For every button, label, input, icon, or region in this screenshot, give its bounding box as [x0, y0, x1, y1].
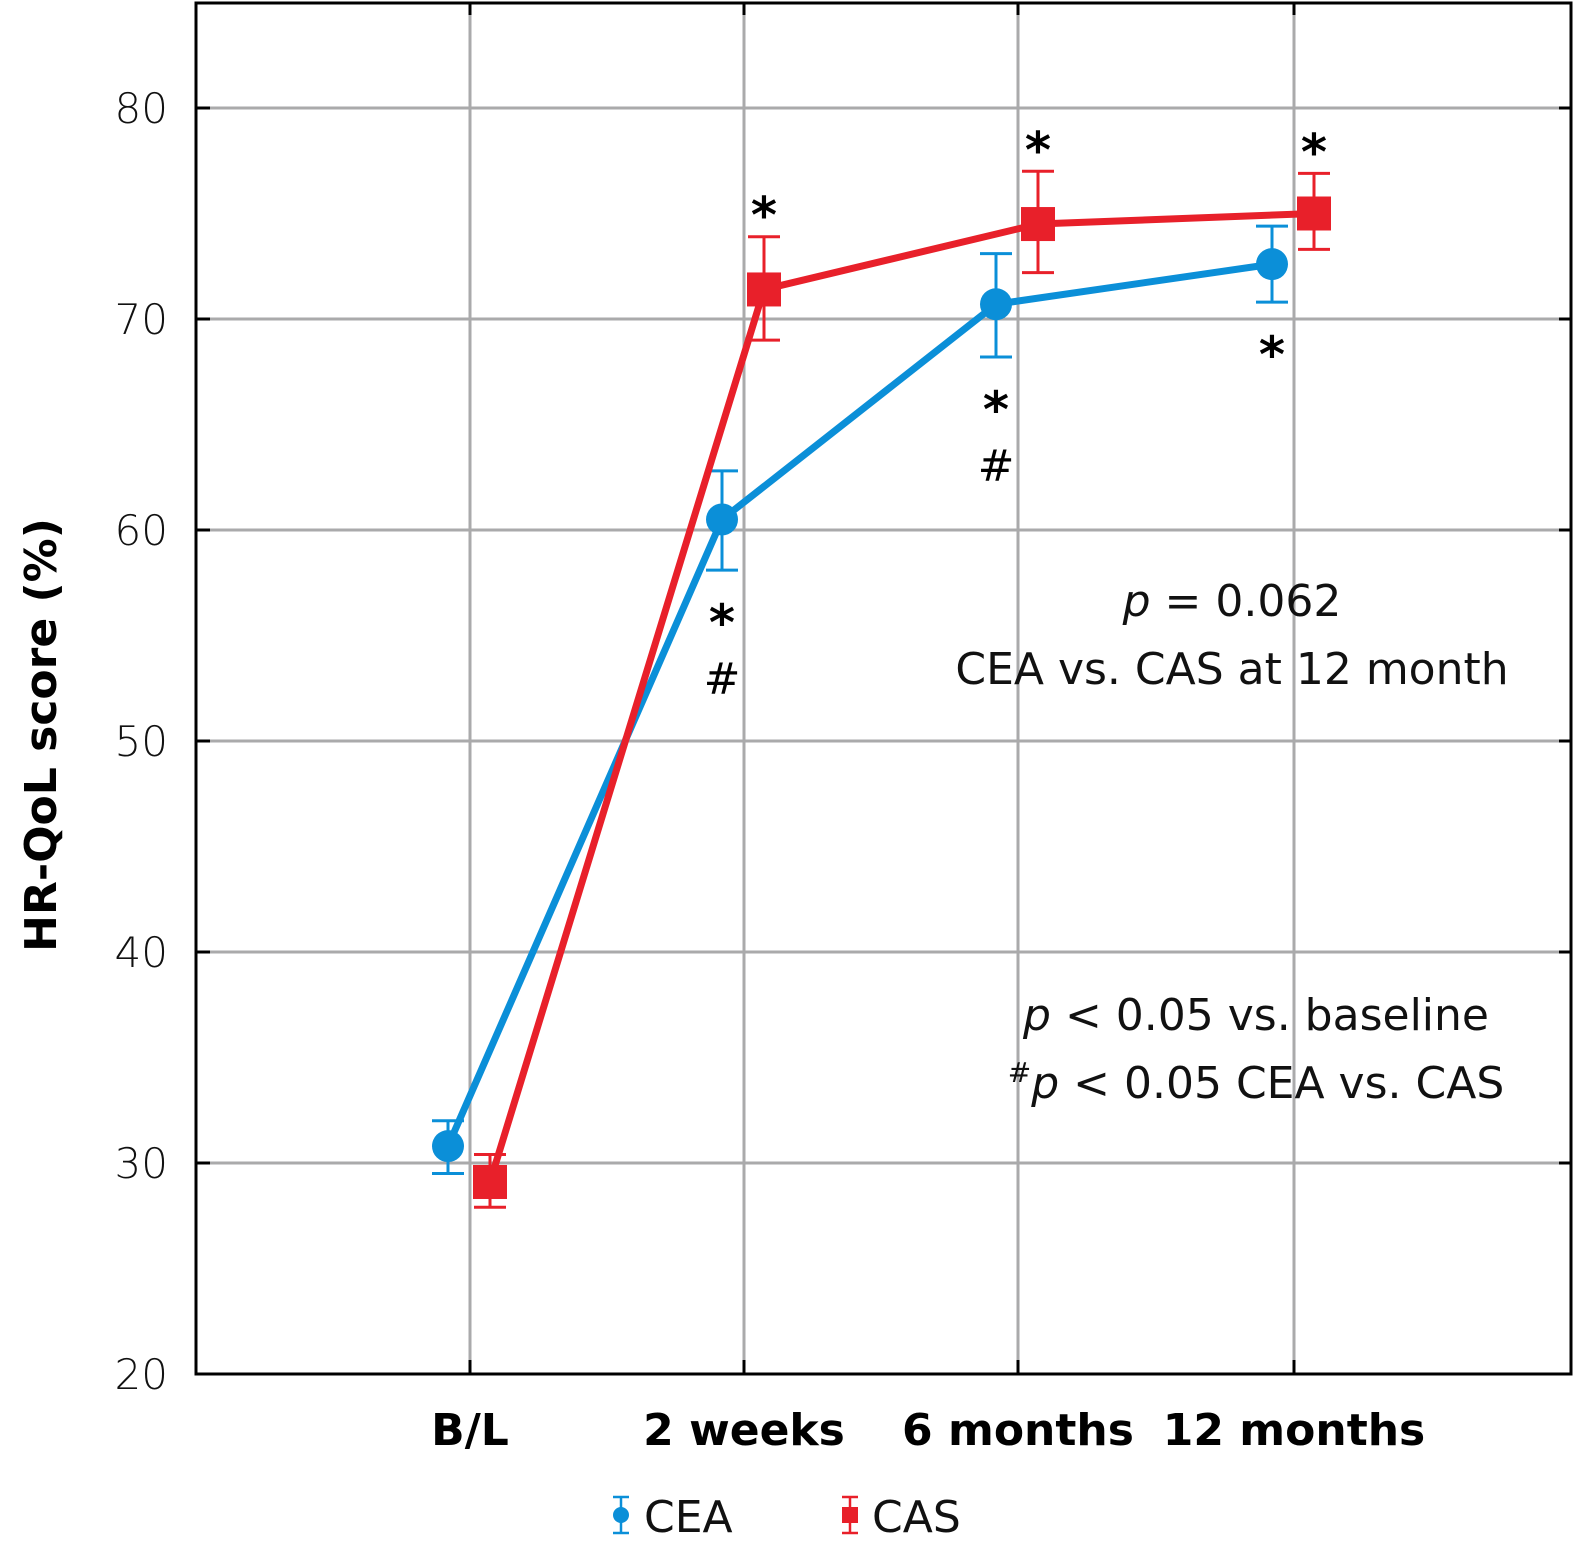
- y-tick-label: 50: [115, 717, 168, 766]
- y-tick-label: 40: [115, 928, 168, 977]
- series-line-cas: [486, 210, 1315, 1184]
- legend-label-cea: CEA: [644, 1492, 733, 1542]
- legend: CEA CAS: [613, 1492, 961, 1542]
- hash-mark: #: [978, 441, 1015, 492]
- pvalue-p: p: [1122, 576, 1151, 627]
- y-tick-label: 60: [115, 506, 168, 555]
- y-tick-label: 30: [115, 1139, 168, 1188]
- pvalue-annotation: p = 0.062: [1122, 576, 1342, 627]
- asterisk-mark: *: [983, 381, 1009, 439]
- x-axis-ticks: B/L 2 weeks 6 months 12 months: [431, 3, 1425, 1456]
- legend-item-cas: CAS: [842, 1492, 961, 1542]
- x-tick-label: 2 weeks: [643, 1405, 845, 1456]
- data-point: [747, 272, 781, 307]
- series-cea: [432, 224, 1288, 1176]
- y-tick-label: 70: [115, 295, 168, 344]
- pvalue-value: = 0.062: [1151, 576, 1342, 627]
- asterisk-mark: *: [1025, 121, 1051, 179]
- pvalue-comparison-annotation: CEA vs. CAS at 12 month: [955, 644, 1508, 695]
- series-line-cea: [444, 260, 1273, 1148]
- footnote-cea-vs-cas: #p < 0.05 CEA vs. CAS: [1008, 1056, 1505, 1109]
- footnote-hash: #: [1008, 1056, 1031, 1089]
- legend-marker-cea: [613, 1495, 629, 1535]
- x-tick-label: B/L: [431, 1405, 509, 1456]
- asterisk-mark: *: [751, 187, 777, 245]
- hash-mark: #: [704, 654, 741, 705]
- series-cas: [473, 169, 1331, 1209]
- footnote-baseline-text: < 0.05 vs. baseline: [1051, 990, 1489, 1041]
- data-point: [432, 1130, 464, 1163]
- grid-lines: [196, 3, 1571, 1374]
- asterisk-mark: *: [1301, 123, 1327, 181]
- x-tick-label: 6 months: [902, 1405, 1134, 1456]
- footnote-baseline: p < 0.05 vs. baseline: [1022, 990, 1489, 1041]
- y-axis-title: HR-QoL score (%): [16, 518, 67, 952]
- series-layer: [432, 169, 1331, 1209]
- legend-marker-cas: [842, 1495, 858, 1535]
- y-tick-label: 80: [115, 84, 168, 133]
- legend-label-cas: CAS: [872, 1492, 961, 1542]
- data-point: [706, 503, 738, 536]
- data-point: [473, 1164, 507, 1199]
- footnote-cea-vs-cas-text: < 0.05 CEA vs. CAS: [1059, 1058, 1504, 1109]
- data-point: [1256, 248, 1288, 281]
- asterisk-mark: *: [709, 594, 735, 652]
- footnote-cea-vs-cas-p: p: [1030, 1058, 1059, 1109]
- footnote-baseline-p: p: [1022, 990, 1051, 1041]
- x-tick-label: 12 months: [1163, 1405, 1426, 1456]
- asterisk-mark: *: [1259, 326, 1285, 384]
- legend-item-cea: CEA: [613, 1492, 733, 1542]
- data-point: [1297, 196, 1331, 231]
- data-point: [1021, 207, 1055, 242]
- significance-marks: **#**#**: [704, 121, 1328, 705]
- data-point: [980, 288, 1012, 321]
- y-tick-label: 20: [115, 1350, 168, 1399]
- y-axis-ticks: 20 30 40 50 60 70 80: [115, 84, 1571, 1399]
- plot-frame: [194, 1, 1573, 1376]
